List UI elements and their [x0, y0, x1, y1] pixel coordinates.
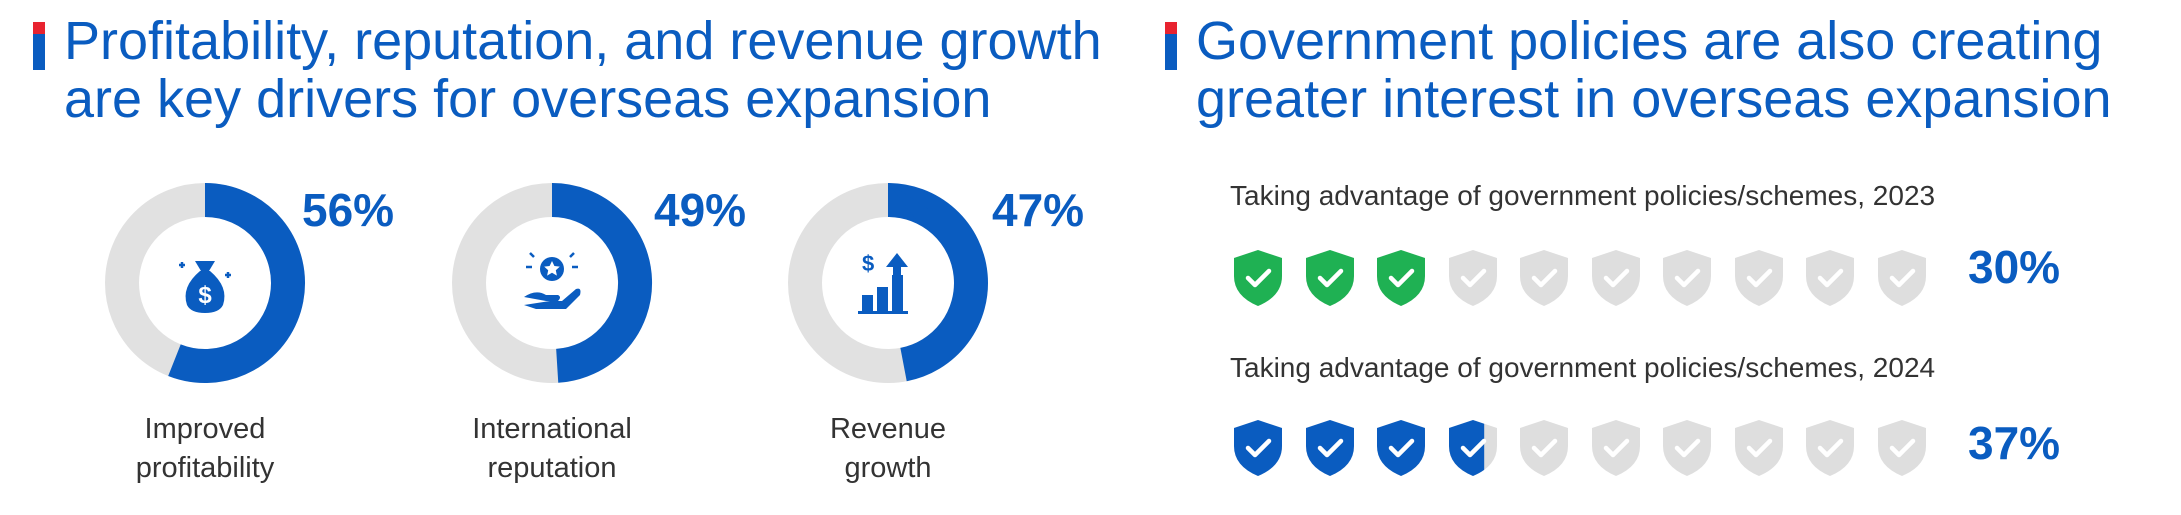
donut-category-line: profitability	[135, 452, 275, 484]
shield-icon	[1377, 250, 1425, 306]
donut-category-label: Revenue growth	[738, 410, 1038, 488]
shield-icon	[1449, 420, 1497, 476]
shield-icon	[1306, 420, 1354, 476]
shield-icon	[1520, 250, 1568, 306]
left-title-line1: Profitability, reputation, and revenue g…	[64, 11, 1102, 71]
donut-value-label: 47%	[992, 184, 1085, 236]
shield-icon	[1806, 420, 1854, 476]
shield-row-value: 30%	[1968, 241, 2061, 293]
right-section-title: Government policies are also creating gr…	[1196, 12, 2112, 128]
right-title-marker	[1165, 22, 1177, 70]
shield-icon	[1592, 250, 1640, 306]
donut-category-line: reputation	[487, 452, 617, 484]
donut-pointer	[552, 183, 594, 222]
shield-row-label: Taking advantage of government policies/…	[1230, 180, 1936, 211]
shield-icon	[1806, 250, 1854, 306]
shield-row-value: 37%	[1968, 417, 2061, 469]
shield-icon	[1306, 250, 1354, 306]
shield-icon	[1234, 250, 1282, 306]
shield-icon	[1735, 420, 1783, 476]
donut-pointer	[888, 183, 930, 222]
donut-category-label: Improved profitability	[55, 410, 355, 488]
donut-category-line: Improved	[144, 413, 266, 445]
donut-pointer	[205, 183, 247, 222]
shield-icon	[1663, 250, 1711, 306]
donut-ring	[452, 183, 653, 383]
right-title-line2: greater interest in overseas expansion	[1196, 69, 2112, 129]
svg-text:$: $	[862, 251, 874, 276]
left-title-marker	[33, 22, 45, 70]
svg-text:$: $	[198, 282, 212, 309]
hand-star-icon	[516, 247, 588, 324]
left-title-line2: are key drivers for overseas expansion	[64, 69, 992, 129]
left-section-title: Profitability, reputation, and revenue g…	[64, 12, 1102, 128]
shield-icon	[1377, 420, 1425, 476]
shield-icon	[1878, 420, 1926, 476]
shield-row-label: Taking advantage of government policies/…	[1230, 352, 1936, 383]
shield-icon	[1234, 420, 1282, 476]
donut-category-line: International	[472, 413, 632, 445]
donut-category-label: International reputation	[402, 410, 702, 488]
shield-icon	[1520, 420, 1568, 476]
right-title-line1: Government policies are also creating	[1196, 11, 2103, 71]
donut-category-line: Revenue	[829, 413, 947, 445]
shield-icon	[1663, 420, 1711, 476]
donut-category-line: growth	[844, 452, 932, 484]
growth-chart-icon: $	[852, 247, 924, 324]
money-bag-icon: $	[169, 247, 241, 324]
donut-ring	[105, 183, 305, 383]
shield-icon	[1592, 420, 1640, 476]
shield-icon	[1449, 250, 1497, 306]
shield-icon	[1878, 250, 1926, 306]
shield-icon	[1735, 250, 1783, 306]
donut-ring	[788, 183, 988, 383]
donut-slice	[168, 183, 305, 383]
donut-value-label: 49%	[654, 184, 747, 236]
donut-value-label: 56%	[302, 184, 395, 236]
